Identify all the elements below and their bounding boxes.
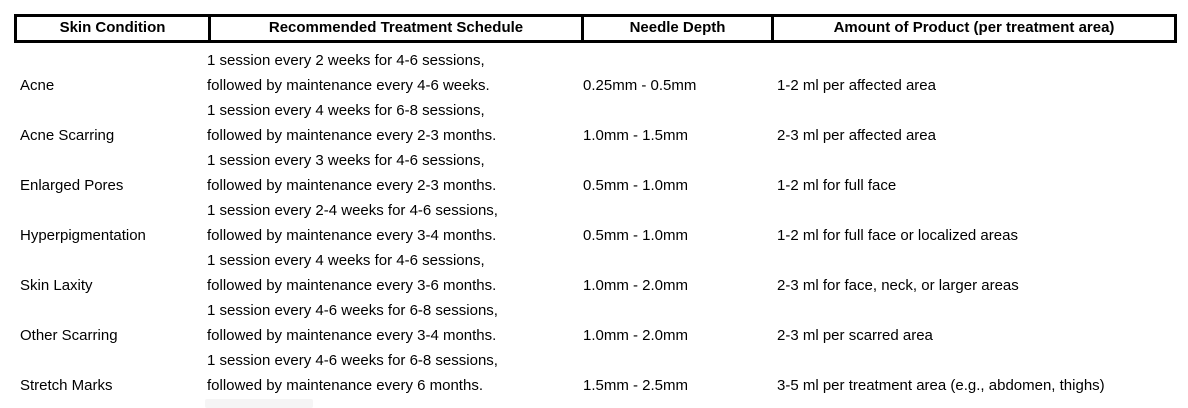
table-row: Hyperpigmentation 1 session every 2-4 we… (14, 198, 1177, 248)
cell-schedule: 1 session every 2 weeks for 4-6 sessions… (205, 48, 578, 98)
cell-skin-condition: Acne Scarring (20, 127, 115, 144)
cell-amount: 1-2 ml for full face (777, 177, 897, 194)
header-amount-of-product: Amount of Product (per treatment area) (771, 17, 1174, 40)
treatment-table: Skin Condition Recommended Treatment Sch… (14, 14, 1177, 398)
schedule-line-2: followed by maintenance every 3-4 months… (207, 227, 497, 244)
cell-needle-depth: 0.5mm - 1.0mm (583, 227, 689, 244)
header-skin-condition: Skin Condition (59, 19, 166, 36)
schedule-line-1: 1 session every 2-4 weeks for 4-6 sessio… (207, 202, 498, 219)
schedule-line-2: followed by maintenance every 6 months. (207, 377, 483, 394)
cell-skin-condition: Hyperpigmentation (20, 227, 146, 244)
schedule-line-1: 1 session every 2 weeks for 4-6 sessions… (207, 52, 485, 69)
cell-needle-depth: 0.5mm - 1.0mm (583, 177, 689, 194)
table-row: Enlarged Pores 1 session every 3 weeks f… (14, 148, 1177, 198)
cell-needle-depth: 0.25mm - 0.5mm (583, 77, 697, 94)
table-body: Acne 1 session every 2 weeks for 4-6 ses… (14, 48, 1177, 398)
schedule-line-2: followed by maintenance every 3-4 months… (207, 327, 497, 344)
cell-schedule: 1 session every 3 weeks for 4-6 sessions… (205, 148, 578, 198)
schedule-line-1: 1 session every 4 weeks for 6-8 sessions… (207, 102, 485, 119)
schedule-line-1: 1 session every 4-6 weeks for 6-8 sessio… (207, 302, 498, 319)
schedule-line-1: 1 session every 4-6 weeks for 6-8 sessio… (207, 352, 498, 369)
schedule-line-2: followed by maintenance every 4-6 weeks. (207, 77, 490, 94)
table-row: Other Scarring 1 session every 4-6 weeks… (14, 298, 1177, 348)
cell-amount: 2-3 ml per scarred area (777, 327, 933, 344)
table-row: Skin Laxity 1 session every 4 weeks for … (14, 248, 1177, 298)
schedule-line-2: followed by maintenance every 2-3 months… (207, 177, 497, 194)
header-treatment-schedule: Recommended Treatment Schedule (208, 17, 581, 40)
cell-schedule: 1 session every 4-6 weeks for 6-8 sessio… (205, 298, 578, 348)
cell-amount: 3-5 ml per treatment area (e.g., abdomen… (777, 377, 1105, 394)
cell-skin-condition: Other Scarring (20, 327, 118, 344)
header-needle-depth: Needle Depth (581, 17, 771, 40)
cell-skin-condition: Enlarged Pores (20, 177, 124, 194)
table-row: Stretch Marks 1 session every 4-6 weeks … (14, 348, 1177, 398)
cutoff-artifact (205, 399, 313, 408)
table-header-row: Skin Condition Recommended Treatment Sch… (14, 14, 1177, 43)
cell-schedule: 1 session every 4-6 weeks for 6-8 sessio… (205, 348, 578, 398)
cell-amount: 2-3 ml for face, neck, or larger areas (777, 277, 1019, 294)
cell-skin-condition: Skin Laxity (20, 277, 93, 294)
cell-needle-depth: 1.5mm - 2.5mm (583, 377, 689, 394)
table-row: Acne Scarring 1 session every 4 weeks fo… (14, 98, 1177, 148)
schedule-line-1: 1 session every 4 weeks for 4-6 sessions… (207, 252, 485, 269)
table-row: Acne 1 session every 2 weeks for 4-6 ses… (14, 48, 1177, 98)
cell-needle-depth: 1.0mm - 1.5mm (583, 127, 689, 144)
cell-amount: 1-2 ml per affected area (777, 77, 936, 94)
cell-skin-condition: Acne (20, 77, 55, 94)
cell-amount: 2-3 ml per affected area (777, 127, 936, 144)
schedule-line-2: followed by maintenance every 3-6 months… (207, 277, 497, 294)
cell-skin-condition: Stretch Marks (20, 377, 113, 394)
cell-amount: 1-2 ml for full face or localized areas (777, 227, 1018, 244)
schedule-line-2: followed by maintenance every 2-3 months… (207, 127, 497, 144)
cell-schedule: 1 session every 2-4 weeks for 4-6 sessio… (205, 198, 578, 248)
cell-schedule: 1 session every 4 weeks for 4-6 sessions… (205, 248, 578, 298)
cell-schedule: 1 session every 4 weeks for 6-8 sessions… (205, 98, 578, 148)
schedule-line-1: 1 session every 3 weeks for 4-6 sessions… (207, 152, 485, 169)
cell-needle-depth: 1.0mm - 2.0mm (583, 277, 689, 294)
cell-needle-depth: 1.0mm - 2.0mm (583, 327, 689, 344)
